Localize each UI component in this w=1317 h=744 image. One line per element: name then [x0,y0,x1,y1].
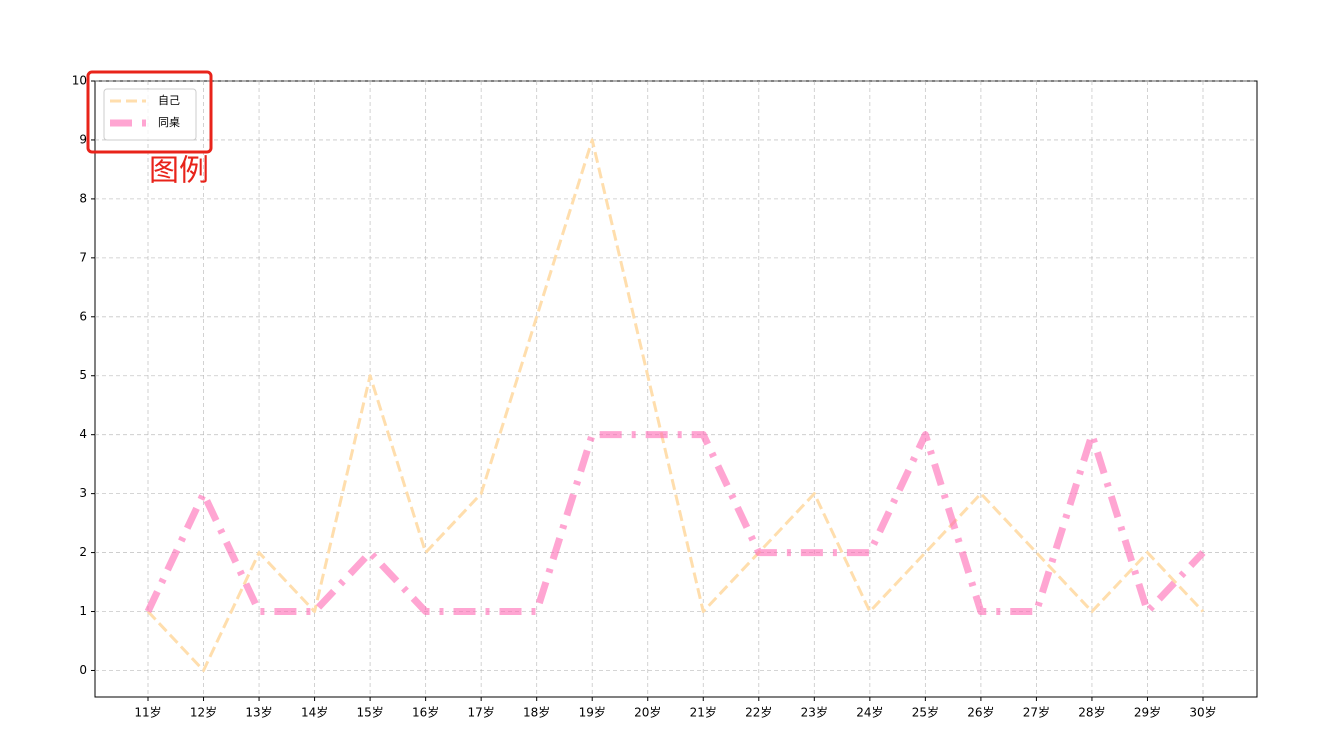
series-line [144,431,1206,616]
y-tick-label: 2 [79,545,87,559]
x-tick-label: 14岁 [301,705,328,720]
y-tick-label: 7 [79,250,87,264]
x-tick-label: 24岁 [856,705,883,720]
y-tick-label: 9 [79,132,87,146]
y-tick-label: 3 [79,486,87,500]
series-line [146,138,1205,672]
y-tick-label: 4 [79,427,87,441]
x-tick-label: 13岁 [245,705,272,720]
x-tick-label: 28岁 [1078,705,1105,720]
x-tick-label: 27岁 [1023,705,1050,720]
legend-label: 同桌 [158,116,180,129]
x-tick-label: 18岁 [523,705,550,720]
x-tick-label: 16岁 [412,705,439,720]
x-tick-label: 11岁 [134,705,161,720]
y-tick-label: 8 [79,191,87,205]
x-tick-label: 30岁 [1189,705,1216,720]
x-tick-label: 23岁 [801,705,828,720]
legend-label: 自己 [158,94,180,107]
legend-box [103,88,197,141]
x-tick-label: 21岁 [690,705,717,720]
plot-frame [94,80,1258,698]
annotation-box [86,70,213,154]
y-tick-label: 1 [79,604,87,618]
x-tick-label: 19岁 [579,705,606,720]
annotation: 图例 [149,154,209,189]
x-tick-label: 26岁 [967,705,994,720]
x-tick-label: 15岁 [356,705,383,720]
y-tick-label: 10 [72,74,87,88]
x-tick-label: 12岁 [190,705,217,720]
x-tick-label: 20岁 [634,705,661,720]
y-tick-label: 6 [79,309,87,323]
x-tick-label: 17岁 [468,705,495,720]
y-tick-label: 0 [79,663,87,677]
x-tick-label: 29岁 [1134,705,1161,720]
y-tick-label: 5 [79,368,87,382]
x-tick-label: 22岁 [745,705,772,720]
x-tick-label: 25岁 [912,705,939,720]
